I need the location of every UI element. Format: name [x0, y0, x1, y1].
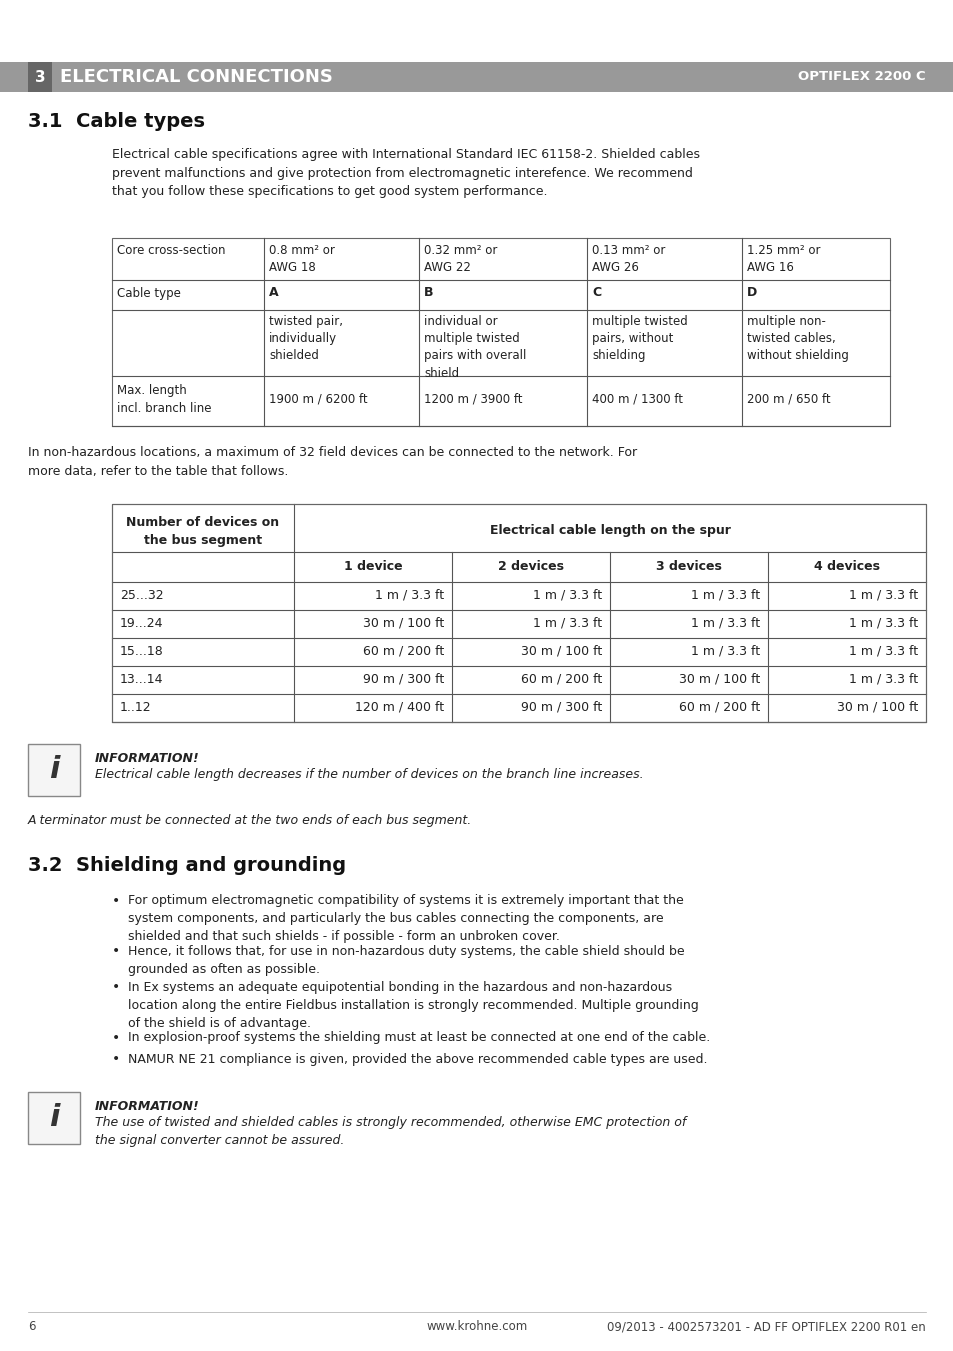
Text: C: C — [592, 286, 600, 299]
Text: A: A — [269, 286, 278, 299]
Text: 25...32: 25...32 — [120, 589, 164, 603]
Text: Max. length
incl. branch line: Max. length incl. branch line — [117, 384, 212, 415]
Text: 1 m / 3.3 ft: 1 m / 3.3 ft — [690, 617, 760, 630]
Text: 1..12: 1..12 — [120, 701, 152, 713]
Bar — [0, 62, 953, 92]
Text: 1 m / 3.3 ft: 1 m / 3.3 ft — [690, 644, 760, 658]
Text: For optimum electromagnetic compatibility of systems it is extremely important t: For optimum electromagnetic compatibilit… — [128, 894, 683, 943]
Text: In explosion-proof systems the shielding must at least be connected at one end o: In explosion-proof systems the shielding… — [128, 1031, 709, 1044]
Text: 1 m / 3.3 ft: 1 m / 3.3 ft — [848, 617, 917, 630]
Text: multiple twisted
pairs, without
shielding: multiple twisted pairs, without shieldin… — [592, 315, 687, 362]
Text: 400 m / 1300 ft: 400 m / 1300 ft — [592, 392, 682, 405]
Text: INFORMATION!: INFORMATION! — [95, 753, 199, 765]
Text: In non-hazardous locations, a maximum of 32 field devices can be connected to th: In non-hazardous locations, a maximum of… — [28, 446, 637, 477]
Bar — [28, 744, 80, 796]
Text: 0.8 mm² or
AWG 18: 0.8 mm² or AWG 18 — [269, 245, 335, 274]
Text: 1 m / 3.3 ft: 1 m / 3.3 ft — [848, 673, 917, 686]
Text: B: B — [423, 286, 433, 299]
Bar — [112, 238, 889, 426]
Text: 1 m / 3.3 ft: 1 m / 3.3 ft — [690, 589, 760, 603]
Bar — [112, 504, 925, 721]
Text: 3: 3 — [34, 69, 45, 85]
Text: D: D — [746, 286, 757, 299]
Text: 13...14: 13...14 — [120, 673, 163, 686]
Text: 15...18: 15...18 — [120, 644, 164, 658]
Text: 30 m / 100 ft: 30 m / 100 ft — [520, 644, 601, 658]
Bar — [28, 1092, 80, 1144]
Text: Number of devices on
the bus segment: Number of devices on the bus segment — [127, 516, 279, 547]
Text: 60 m / 200 ft: 60 m / 200 ft — [362, 644, 443, 658]
Text: Electrical cable length decreases if the number of devices on the branch line in: Electrical cable length decreases if the… — [95, 767, 643, 781]
Text: OPTIFLEX 2200 C: OPTIFLEX 2200 C — [798, 70, 925, 84]
Text: In Ex systems an adequate equipotential bonding in the hazardous and non-hazardo: In Ex systems an adequate equipotential … — [128, 981, 698, 1029]
Text: The use of twisted and shielded cables is strongly recommended, otherwise EMC pr: The use of twisted and shielded cables i… — [95, 1116, 685, 1147]
Text: 3 devices: 3 devices — [656, 561, 721, 573]
Bar — [112, 582, 925, 611]
Text: 0.13 mm² or
AWG 26: 0.13 mm² or AWG 26 — [592, 245, 664, 274]
Text: Electrical cable length on the spur: Electrical cable length on the spur — [489, 524, 730, 536]
Text: multiple non-
twisted cables,
without shielding: multiple non- twisted cables, without sh… — [746, 315, 848, 362]
Text: 0.32 mm² or
AWG 22: 0.32 mm² or AWG 22 — [423, 245, 497, 274]
Text: ELECTRICAL CONNECTIONS: ELECTRICAL CONNECTIONS — [60, 68, 333, 86]
Text: 1 m / 3.3 ft: 1 m / 3.3 ft — [375, 589, 443, 603]
Text: 30 m / 100 ft: 30 m / 100 ft — [678, 673, 760, 686]
Text: 1.25 mm² or
AWG 16: 1.25 mm² or AWG 16 — [746, 245, 820, 274]
Text: •: • — [112, 1031, 120, 1046]
Text: 1 m / 3.3 ft: 1 m / 3.3 ft — [533, 617, 601, 630]
Text: 1 m / 3.3 ft: 1 m / 3.3 ft — [848, 644, 917, 658]
Bar — [112, 611, 925, 638]
Bar — [112, 694, 925, 721]
Text: 120 m / 400 ft: 120 m / 400 ft — [355, 701, 443, 713]
Text: 60 m / 200 ft: 60 m / 200 ft — [678, 701, 760, 713]
Bar — [28, 62, 52, 92]
Text: 1900 m / 6200 ft: 1900 m / 6200 ft — [269, 392, 367, 405]
Bar — [112, 504, 925, 721]
Bar — [112, 504, 294, 582]
Text: 6: 6 — [28, 1320, 35, 1333]
Text: 1200 m / 3900 ft: 1200 m / 3900 ft — [423, 392, 522, 405]
Text: i: i — [49, 755, 59, 785]
Text: Electrical cable specifications agree with International Standard IEC 61158-2. S: Electrical cable specifications agree wi… — [112, 149, 700, 199]
Text: 19...24: 19...24 — [120, 617, 163, 630]
Text: i: i — [49, 1104, 59, 1132]
Text: 3.2  Shielding and grounding: 3.2 Shielding and grounding — [28, 857, 346, 875]
Text: 60 m / 200 ft: 60 m / 200 ft — [520, 673, 601, 686]
Text: 2 devices: 2 devices — [497, 561, 563, 573]
Text: 4 devices: 4 devices — [813, 561, 879, 573]
Text: twisted pair,
individually
shielded: twisted pair, individually shielded — [269, 315, 343, 362]
Text: 1 m / 3.3 ft: 1 m / 3.3 ft — [533, 589, 601, 603]
Text: 30 m / 100 ft: 30 m / 100 ft — [362, 617, 443, 630]
Text: •: • — [112, 944, 120, 958]
Text: www.krohne.com: www.krohne.com — [426, 1320, 527, 1333]
Text: Cable type: Cable type — [117, 286, 181, 300]
Text: 90 m / 300 ft: 90 m / 300 ft — [520, 701, 601, 713]
Text: Hence, it follows that, for use in non-hazardous duty systems, the cable shield : Hence, it follows that, for use in non-h… — [128, 944, 684, 975]
Bar — [112, 666, 925, 694]
Text: Core cross-section: Core cross-section — [117, 245, 225, 257]
Bar — [112, 638, 925, 666]
Text: INFORMATION!: INFORMATION! — [95, 1100, 199, 1113]
Text: 1 m / 3.3 ft: 1 m / 3.3 ft — [848, 589, 917, 603]
Text: NAMUR NE 21 compliance is given, provided the above recommended cable types are : NAMUR NE 21 compliance is given, provide… — [128, 1052, 707, 1066]
Text: •: • — [112, 981, 120, 994]
Text: 09/2013 - 4002573201 - AD FF OPTIFLEX 2200 R01 en: 09/2013 - 4002573201 - AD FF OPTIFLEX 22… — [607, 1320, 925, 1333]
Text: 90 m / 300 ft: 90 m / 300 ft — [362, 673, 443, 686]
Text: 3.1  Cable types: 3.1 Cable types — [28, 112, 205, 131]
Text: 1 device: 1 device — [343, 561, 402, 573]
Text: 30 m / 100 ft: 30 m / 100 ft — [836, 701, 917, 713]
Text: •: • — [112, 1052, 120, 1066]
Text: 200 m / 650 ft: 200 m / 650 ft — [746, 392, 830, 405]
Text: •: • — [112, 894, 120, 908]
Text: individual or
multiple twisted
pairs with overall
shield: individual or multiple twisted pairs wit… — [423, 315, 526, 380]
Text: A terminator must be connected at the two ends of each bus segment.: A terminator must be connected at the tw… — [28, 815, 472, 827]
